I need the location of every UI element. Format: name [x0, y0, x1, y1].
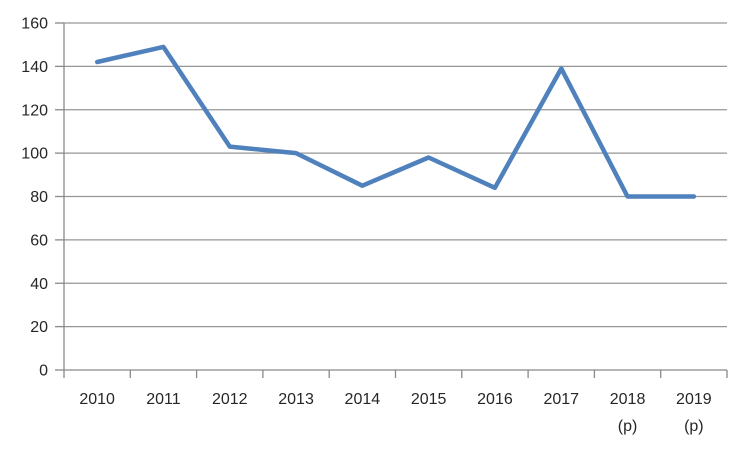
- y-axis-tick-label: 20: [30, 319, 48, 336]
- x-axis-tick-label: 2011: [146, 391, 181, 408]
- x-axis-tick-label: 2013: [278, 391, 314, 408]
- x-axis-tick-label: 2017: [543, 391, 579, 408]
- y-axis-tick-label: 40: [30, 276, 48, 293]
- y-axis-tick-label: 140: [21, 59, 48, 76]
- x-axis-tick-label-suffix: (p): [618, 418, 638, 435]
- x-axis-tick-label: 2014: [345, 391, 381, 408]
- data-series-line: [94, 44, 697, 199]
- y-axis-tick-label: 100: [21, 146, 48, 163]
- x-axis-tick-label: 2010: [79, 391, 115, 408]
- x-axis-tick-label: 2012: [212, 391, 248, 408]
- y-axis-tick-label: 120: [21, 102, 48, 119]
- x-axis-tick-label-suffix: (p): [684, 418, 704, 435]
- x-axis-tick-label: 2018: [610, 391, 646, 408]
- x-axis-tick-label: 2019: [676, 391, 712, 408]
- x-axis-tick-label: 2016: [477, 391, 513, 408]
- x-axis-tick-label: 2015: [411, 391, 447, 408]
- y-axis-tick-label: 80: [30, 189, 48, 206]
- y-axis-tick-label: 0: [39, 363, 48, 380]
- y-axis-tick-label: 60: [30, 232, 48, 249]
- y-axis-tick-label: 160: [21, 16, 48, 33]
